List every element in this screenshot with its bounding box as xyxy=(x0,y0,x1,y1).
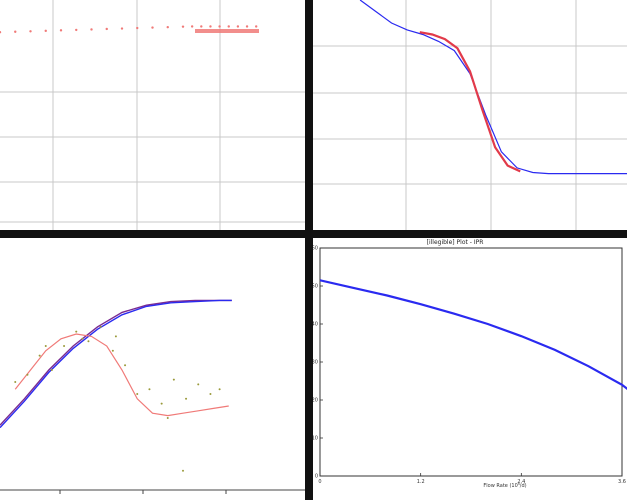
horizontal-divider xyxy=(0,230,627,238)
scatter-point xyxy=(120,27,124,30)
series-line-0 xyxy=(0,299,232,426)
scatter-point xyxy=(148,388,151,391)
scatter-point xyxy=(90,28,93,31)
scatter-point xyxy=(44,345,47,347)
scatter-point xyxy=(218,25,221,28)
scatter-point xyxy=(197,383,200,386)
scatter-point xyxy=(50,369,53,371)
scatter-point xyxy=(136,26,139,30)
scatter-point xyxy=(209,393,212,395)
panel-background xyxy=(313,0,627,230)
scatter-point xyxy=(166,25,169,29)
y-tick-label: 30 xyxy=(312,360,318,366)
scatter-point xyxy=(38,354,41,357)
x-tick-label: 3.6 xyxy=(618,479,626,485)
panel-bottom-right-xlabel: Flow Rate (10³/d) xyxy=(483,483,526,489)
x-tick-label: 1.2 xyxy=(417,479,425,485)
series-line-2 xyxy=(14,333,229,417)
y-tick-label: 10 xyxy=(312,436,318,442)
scatter-point xyxy=(166,417,169,419)
scatter-point xyxy=(200,25,203,28)
panel-background xyxy=(0,238,305,500)
scatter-point xyxy=(218,388,221,391)
scatter-point xyxy=(75,330,78,333)
series-line-1 xyxy=(419,31,521,173)
panel-bottom-left xyxy=(0,238,305,500)
plot-area xyxy=(319,247,623,477)
scatter-point xyxy=(81,337,84,340)
scatter-point xyxy=(59,29,63,32)
scatter-point xyxy=(75,28,78,32)
y-tick-label: 0 xyxy=(315,474,318,480)
scatter-point xyxy=(14,30,17,33)
scatter-point xyxy=(14,381,17,383)
scatter-point xyxy=(105,27,108,31)
panel-background xyxy=(0,0,305,230)
series-line-1 xyxy=(0,299,232,429)
scatter-point xyxy=(245,25,249,28)
scatter-point xyxy=(160,402,163,405)
scatter-point xyxy=(63,345,66,347)
scatter-point xyxy=(114,335,117,338)
scatter-point xyxy=(151,26,154,29)
scatter-point xyxy=(124,364,127,367)
x-tick-label: 2.4 xyxy=(517,479,525,485)
scatter-point xyxy=(44,29,47,33)
y-tick-label: 60 xyxy=(312,246,318,252)
panel-bottom-right: 0 10 20 30 40 50 60 0 1.2 2.4 3.6 xyxy=(312,238,627,500)
panel-top-right xyxy=(313,0,627,230)
scatter-point xyxy=(29,30,32,33)
dense-point-band xyxy=(195,29,259,33)
scatter-point xyxy=(136,393,139,395)
scatter-point xyxy=(26,373,29,376)
scatter-point xyxy=(185,397,188,400)
ipr-curve xyxy=(320,279,627,391)
scatter-point xyxy=(111,349,114,352)
series-line-0 xyxy=(359,0,627,175)
scatter-point xyxy=(190,25,194,28)
panel-bottom-right-title: [illegible] Plot - IPR xyxy=(427,239,484,246)
scatter-point xyxy=(227,25,230,28)
scatter-point xyxy=(87,340,90,343)
scatter-point xyxy=(236,25,240,28)
y-tick-label: 50 xyxy=(312,284,318,290)
scatter-point xyxy=(0,31,2,34)
scatter-point xyxy=(181,25,185,28)
scatter-point xyxy=(99,325,102,328)
scatter-point xyxy=(209,25,212,28)
scatter-point xyxy=(172,378,175,381)
panel-top-left xyxy=(0,0,305,230)
scatter-point xyxy=(182,469,184,472)
vertical-divider xyxy=(305,0,313,500)
y-tick-label: 40 xyxy=(312,322,318,328)
scatter-point xyxy=(255,25,258,28)
y-tick-label: 20 xyxy=(312,398,318,404)
x-tick-label: 0 xyxy=(318,479,321,485)
